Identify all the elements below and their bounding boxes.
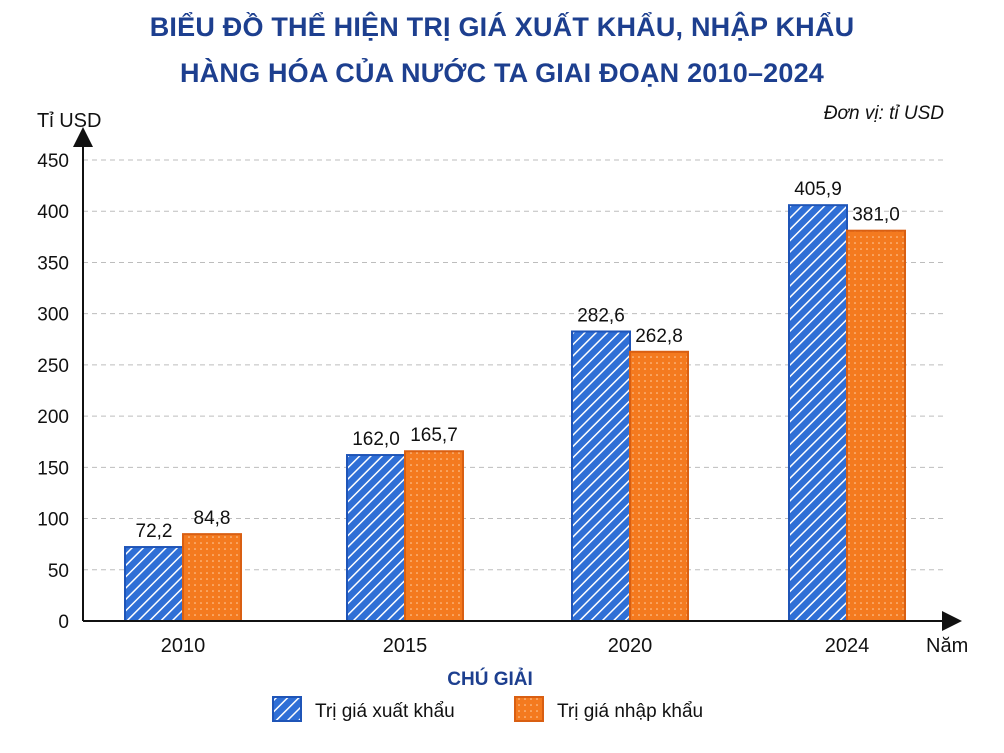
y-tick-label: 400	[37, 202, 69, 223]
y-axis-title: Tỉ USD	[37, 110, 101, 132]
legend-swatch-export	[272, 696, 302, 722]
data-label: 162,0	[352, 429, 400, 450]
x-tick-label: 2015	[383, 635, 428, 657]
chart-title-line-2: HÀNG HÓA CỦA NƯỚC TA GIAI ĐOẠN 2010–2024	[179, 58, 825, 88]
y-tick-label: 200	[37, 407, 69, 428]
y-tick-label: 0	[58, 612, 69, 633]
y-tick-label: 150	[37, 458, 69, 479]
unit-note: Đơn vị: tỉ USD	[823, 103, 944, 124]
bar-import-2024	[846, 229, 906, 622]
bar-import-2010	[182, 533, 242, 623]
legend-label: Trị giá xuất khẩu	[315, 701, 455, 722]
y-tick-label: 100	[37, 510, 69, 531]
legend-label: Trị giá nhập khẩu	[557, 701, 703, 722]
data-label: 72,2	[136, 521, 173, 542]
x-tick-label: 2020	[608, 635, 653, 657]
data-label: 381,0	[852, 205, 900, 226]
data-label: 405,9	[794, 179, 842, 200]
bar-import-2020	[629, 350, 689, 622]
x-tick-label: 2024	[825, 635, 870, 657]
data-label: 282,6	[577, 305, 625, 326]
bar-export-2010	[124, 546, 184, 622]
y-tick-label: 350	[37, 253, 69, 274]
x-tick-label: 2010	[161, 635, 206, 657]
data-label: 262,8	[635, 326, 683, 347]
bar-import-2015	[404, 450, 464, 622]
y-tick-label: 300	[37, 305, 69, 326]
y-tick-label: 250	[37, 356, 69, 377]
data-label: 165,7	[410, 425, 458, 446]
x-axis-title: Năm	[926, 635, 968, 657]
legend-title: CHÚ GIẢI	[447, 668, 533, 690]
bar-export-2015	[346, 454, 406, 623]
chart-title-line-1: BIỂU ĐỒ THỂ HIỆN TRỊ GIÁ XUẤT KHẨU, NHẬP…	[149, 12, 855, 42]
y-tick-label: 450	[37, 151, 69, 172]
legend-swatch-import	[514, 696, 544, 722]
data-label: 84,8	[194, 508, 231, 529]
bar-export-2020	[571, 330, 631, 622]
bar-export-2024	[788, 204, 848, 622]
y-tick-label: 50	[48, 561, 69, 582]
